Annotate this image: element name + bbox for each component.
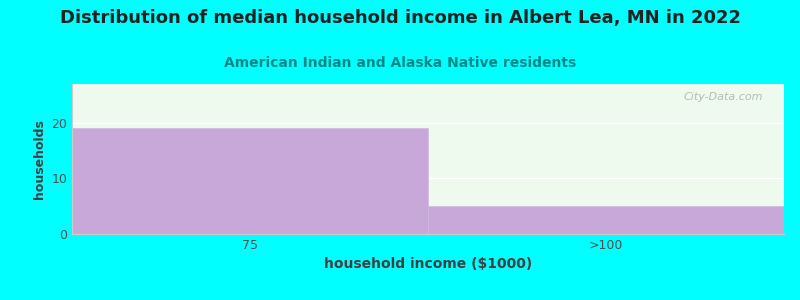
- Bar: [72, 128, 428, 234]
- Text: Distribution of median household income in Albert Lea, MN in 2022: Distribution of median household income …: [59, 9, 741, 27]
- Text: American Indian and Alaska Native residents: American Indian and Alaska Native reside…: [224, 56, 576, 70]
- X-axis label: household income ($1000): household income ($1000): [324, 257, 532, 272]
- Y-axis label: households: households: [33, 119, 46, 199]
- Text: City-Data.com: City-Data.com: [683, 92, 762, 101]
- Bar: [428, 206, 784, 234]
